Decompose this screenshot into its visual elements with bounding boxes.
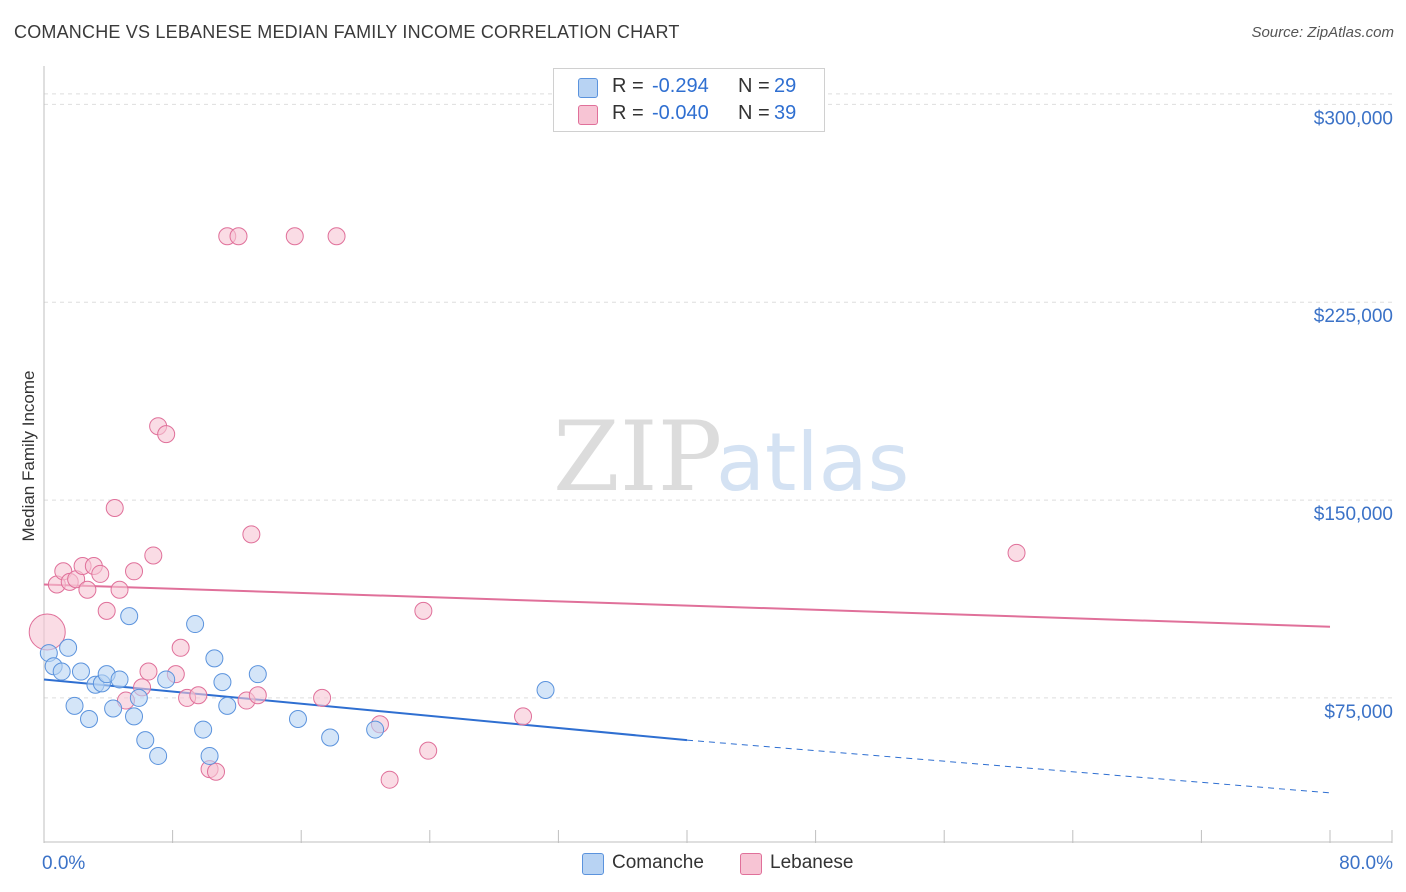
comanche-point — [59, 638, 78, 657]
comanche-legend-label: Comanche — [612, 852, 704, 873]
lebanese-point — [144, 546, 163, 565]
lebanese-point — [514, 707, 533, 726]
y-tick-label: $300,000 — [1314, 108, 1393, 129]
comanche-point — [110, 670, 129, 689]
comanche-point — [248, 665, 267, 684]
r-value: -0.294 — [652, 75, 709, 97]
lebanese-point — [207, 762, 226, 781]
comanche-legend-swatch — [582, 853, 604, 875]
lebanese-point — [313, 688, 332, 707]
n-label: N = — [738, 75, 770, 97]
n-value: 29 — [774, 75, 797, 97]
comanche-point — [136, 731, 155, 750]
r-value: -0.040 — [652, 102, 709, 124]
trend-lines — [43, 583, 1331, 794]
lebanese-point — [380, 770, 399, 789]
lebanese-point — [285, 227, 304, 246]
comanche-point — [52, 662, 71, 681]
lebanese-point — [139, 662, 158, 681]
comanche-point — [65, 696, 84, 715]
watermark-atlas: atlas — [716, 416, 909, 509]
n-label: N = — [738, 102, 770, 124]
lebanese-point — [229, 227, 248, 246]
r-label: R = — [612, 102, 644, 124]
watermark-zip: ZIP — [553, 401, 722, 513]
y-axis-label: Median Family Income — [19, 370, 38, 541]
lebanese-point — [105, 498, 124, 517]
y-tick-label: $225,000 — [1314, 306, 1393, 327]
comanche-point — [80, 710, 99, 729]
lebanese-point — [1007, 543, 1026, 562]
lebanese-point — [78, 580, 97, 599]
lebanese-point — [91, 564, 110, 583]
source-label: Source: ZipAtlas.com — [1251, 24, 1394, 41]
lebanese-point — [125, 562, 144, 581]
comanche-point — [218, 696, 237, 715]
chart-title: COMANCHE VS LEBANESE MEDIAN FAMILY INCOM… — [14, 22, 680, 42]
x-tick-label: 80.0% — [1339, 853, 1393, 874]
lebanese-point — [110, 580, 129, 599]
comanche-swatch — [578, 78, 598, 98]
comanche-point — [536, 681, 555, 699]
lebanese-point — [189, 686, 208, 705]
comanche-point — [366, 720, 385, 739]
tick-labels: $75,000 $150,000 $225,000 $300,000 0.0% 80.0% — [42, 108, 1393, 874]
comanche-point — [186, 615, 205, 634]
comanche-point — [104, 699, 123, 718]
comanche-point — [125, 707, 144, 726]
lebanese-point — [171, 638, 190, 657]
r-label: R = — [612, 75, 644, 97]
data-points — [28, 227, 1026, 789]
comanche-point — [129, 688, 148, 707]
comanche-trend-extension — [686, 739, 1331, 794]
comanche-point — [149, 746, 168, 765]
comanche-point — [288, 710, 307, 729]
lebanese-swatch — [578, 105, 598, 125]
lebanese-point — [248, 686, 267, 705]
comanche-point — [71, 662, 90, 681]
lebanese-point — [419, 741, 438, 760]
lebanese-point — [157, 425, 176, 444]
comanche-point — [120, 607, 139, 626]
comanche-point — [194, 720, 213, 739]
lebanese-legend-label: Lebanese — [770, 852, 854, 873]
comanche-point — [200, 746, 219, 765]
correlation-legend: R = -0.294 N = 29 R = -0.040 N = 39 — [553, 68, 825, 132]
y-tick-label: $75,000 — [1324, 702, 1393, 723]
lebanese-point — [414, 601, 433, 620]
lebanese-point — [242, 525, 261, 544]
watermark: ZIP atlas — [553, 401, 909, 513]
n-value: 39 — [774, 102, 797, 124]
comanche-trend-line — [43, 678, 688, 742]
axes — [43, 66, 1393, 843]
lebanese-point — [327, 227, 346, 246]
y-tick-label: $150,000 — [1314, 504, 1393, 525]
comanche-point — [205, 649, 224, 668]
x-tick-label: 0.0% — [42, 853, 85, 874]
comanche-point — [157, 670, 176, 689]
comanche-point — [213, 673, 232, 692]
lebanese-trend-line — [43, 583, 1331, 628]
lebanese-point — [97, 601, 116, 620]
comanche-point — [321, 728, 340, 747]
lebanese-legend-swatch — [740, 853, 762, 875]
